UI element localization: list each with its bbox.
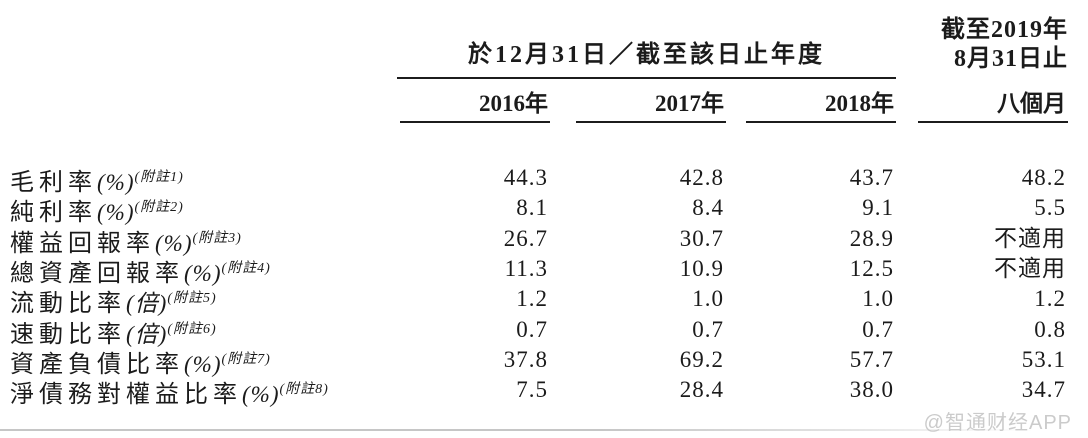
- year-header-row: 2016年 2017年 2018年 八個月: [0, 89, 1088, 118]
- table-row-current-ratio: 流動比率(倍)(附註5) 1.2 1.0 1.0 1.2: [0, 284, 1088, 317]
- year-header-2016: 2016年: [479, 91, 548, 116]
- header-2019-line2: 8月31日止: [954, 46, 1068, 72]
- row-label-text: 淨債務對權益比率: [10, 382, 242, 408]
- cell-2017: 1.0: [692, 286, 724, 311]
- header-2019-block: 截至2019年 8月31日止: [886, 16, 1068, 74]
- cell-2017: 28.4: [679, 377, 724, 402]
- row-label-text: 速動比率: [10, 322, 126, 348]
- cell-2019: 不適用: [994, 226, 1066, 251]
- cell-2017: 8.4: [692, 195, 724, 220]
- cell-2019: 0.8: [1034, 317, 1066, 342]
- cell-2019: 48.2: [1021, 165, 1066, 190]
- cell-2017: 42.8: [679, 165, 724, 190]
- row-label-unit: (%): [97, 200, 135, 225]
- cell-2018: 57.7: [849, 347, 894, 372]
- row-label: 資產負債比率(%)(附註7): [10, 345, 400, 380]
- cell-2017: 0.7: [692, 317, 724, 342]
- period-span-header: 於12月31日／截至該日止年度: [468, 42, 825, 68]
- row-label-text: 資產負債比率: [10, 352, 184, 378]
- table-row-roe: 權益回報率(%)(附註3) 26.7 30.7 28.9 不適用: [0, 224, 1088, 257]
- row-footnote-ref: (附註7): [221, 352, 271, 367]
- cell-2019: 1.2: [1034, 286, 1066, 311]
- row-label: 毛利率(%)(附註1): [10, 163, 400, 198]
- row-label: 權益回報率(%)(附註3): [10, 224, 400, 259]
- row-label-text: 總資產回報率: [10, 261, 184, 287]
- cell-2018: 38.0: [849, 377, 894, 402]
- cell-2018: 0.7: [862, 317, 894, 342]
- cell-2018: 43.7: [849, 165, 894, 190]
- cell-2018: 9.1: [862, 195, 894, 220]
- row-label-text: 權益回報率: [10, 231, 155, 257]
- cell-2016: 44.3: [503, 165, 548, 190]
- cell-2016: 26.7: [503, 226, 548, 251]
- row-label-unit: (%): [97, 170, 135, 195]
- row-label-unit: (%): [155, 231, 193, 256]
- column-rule-2018: [746, 121, 896, 123]
- bottom-divider: [0, 429, 1088, 431]
- cell-2019: 34.7: [1021, 377, 1066, 402]
- cell-2019: 不適用: [994, 256, 1066, 281]
- row-label: 速動比率(倍)(附註6): [10, 315, 400, 350]
- row-label: 總資產回報率(%)(附註4): [10, 254, 400, 289]
- row-label-unit: (倍): [126, 291, 168, 316]
- row-label-unit: (倍): [126, 322, 168, 347]
- row-label-text: 流動比率: [10, 291, 126, 317]
- row-label-unit: (%): [242, 382, 280, 407]
- header-2019-line3: 八個月: [997, 91, 1066, 116]
- row-footnote-ref: (附註3): [192, 231, 242, 246]
- year-header-2017: 2017年: [655, 91, 724, 116]
- table-row-gearing-ratio: 資產負債比率(%)(附註7) 37.8 69.2 57.7 53.1: [0, 345, 1088, 378]
- row-label: 純利率(%)(附註2): [10, 193, 400, 228]
- row-label-text: 純利率: [10, 200, 97, 226]
- cell-2016: 8.1: [516, 195, 548, 220]
- table-row-gross-margin: 毛利率(%)(附註1) 44.3 42.8 43.7 48.2: [0, 163, 1088, 196]
- cell-2018: 1.0: [862, 286, 894, 311]
- row-footnote-ref: (附註4): [221, 261, 271, 276]
- row-label-text: 毛利率: [10, 170, 97, 196]
- column-rule-2019: [918, 121, 1068, 123]
- cell-2016: 0.7: [516, 317, 548, 342]
- cell-2016: 1.2: [516, 286, 548, 311]
- row-footnote-ref: (附註6): [167, 322, 217, 337]
- table-row-net-debt-to-equity: 淨債務對權益比率(%)(附註8) 7.5 28.4 38.0 34.7: [0, 375, 1088, 408]
- column-rule-2017: [576, 121, 726, 123]
- watermark-zhitong-caijing: @智通财经APP: [923, 412, 1072, 434]
- cell-2018: 28.9: [849, 226, 894, 251]
- year-header-2018: 2018年: [825, 91, 894, 116]
- cell-2019: 5.5: [1034, 195, 1066, 220]
- row-label: 淨債務對權益比率(%)(附註8): [10, 375, 400, 410]
- cell-2018: 12.5: [849, 256, 894, 281]
- row-label-unit: (%): [184, 261, 222, 286]
- row-footnote-ref: (附註2): [134, 200, 184, 215]
- row-footnote-ref: (附註1): [134, 170, 184, 185]
- row-footnote-ref: (附註8): [279, 382, 329, 397]
- cell-2017: 30.7: [679, 226, 724, 251]
- row-footnote-ref: (附註5): [167, 291, 217, 306]
- table-row-net-margin: 純利率(%)(附註2) 8.1 8.4 9.1 5.5: [0, 193, 1088, 226]
- cell-2016: 37.8: [503, 347, 548, 372]
- table-row-quick-ratio: 速動比率(倍)(附註6) 0.7 0.7 0.7 0.8: [0, 315, 1088, 348]
- row-label: 流動比率(倍)(附註5): [10, 284, 400, 319]
- cell-2016: 11.3: [504, 256, 548, 281]
- period-span-rule: [397, 77, 896, 79]
- header-2019-line1: 截至2019年: [941, 17, 1068, 43]
- table-row-roa: 總資產回報率(%)(附註4) 11.3 10.9 12.5 不適用: [0, 254, 1088, 287]
- cell-2017: 69.2: [679, 347, 724, 372]
- cell-2019: 53.1: [1021, 347, 1066, 372]
- column-rule-2016: [400, 121, 550, 123]
- row-label-unit: (%): [184, 352, 222, 377]
- cell-2016: 7.5: [516, 377, 548, 402]
- cell-2017: 10.9: [679, 256, 724, 281]
